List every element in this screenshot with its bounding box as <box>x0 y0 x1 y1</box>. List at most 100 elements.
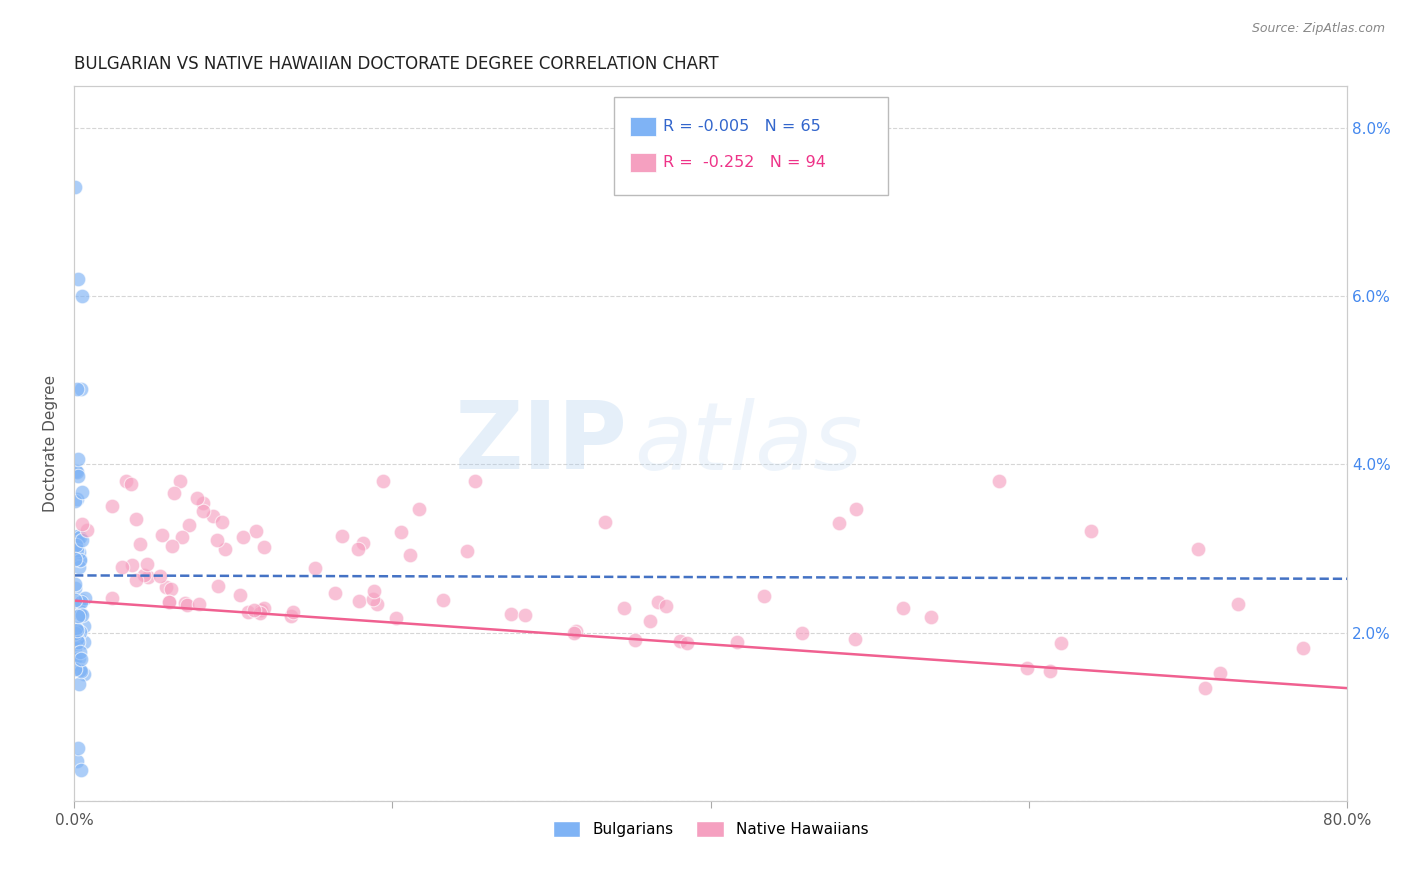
Point <box>65 538 87 552</box>
Point <box>66 632 89 646</box>
Point <box>177 518 200 533</box>
Point <box>920 610 942 624</box>
Point <box>186 491 208 506</box>
Point <box>66 382 89 396</box>
Point <box>347 542 370 557</box>
Point <box>70 594 93 608</box>
Point <box>1080 524 1102 538</box>
Point <box>69 553 91 567</box>
Point <box>827 516 849 531</box>
Point <box>613 601 636 615</box>
Text: R = -0.005   N = 65: R = -0.005 N = 65 <box>662 120 821 134</box>
Point <box>564 624 586 638</box>
Point <box>65 622 87 636</box>
Point <box>323 586 346 600</box>
Point <box>371 474 394 488</box>
Point <box>1194 681 1216 695</box>
Point <box>69 645 91 659</box>
Point <box>65 552 87 566</box>
Point <box>174 596 197 610</box>
Point <box>70 289 93 303</box>
Point <box>73 635 96 649</box>
Point <box>1292 640 1315 655</box>
Point <box>647 595 669 609</box>
Point <box>352 535 374 549</box>
Point <box>155 580 177 594</box>
Point <box>66 465 89 479</box>
Point <box>70 764 93 778</box>
Point <box>66 635 89 649</box>
Point <box>987 474 1010 488</box>
Y-axis label: Doctorate Degree: Doctorate Degree <box>44 375 58 512</box>
Point <box>63 576 86 591</box>
Point <box>111 560 134 574</box>
Point <box>236 605 259 619</box>
Point <box>114 474 136 488</box>
Point <box>1049 636 1071 650</box>
Point <box>69 677 91 691</box>
Point <box>69 607 91 621</box>
Point <box>464 474 486 488</box>
Text: BULGARIAN VS NATIVE HAWAIIAN DOCTORATE DEGREE CORRELATION CHART: BULGARIAN VS NATIVE HAWAIIAN DOCTORATE D… <box>75 55 718 73</box>
Point <box>121 558 143 573</box>
Point <box>1209 666 1232 681</box>
Legend: Bulgarians, Native Hawaiians: Bulgarians, Native Hawaiians <box>547 815 875 843</box>
Point <box>136 569 159 583</box>
Point <box>391 524 413 539</box>
Point <box>193 496 215 510</box>
Point <box>63 581 86 595</box>
Point <box>176 598 198 612</box>
Point <box>232 530 254 544</box>
Point <box>844 632 866 646</box>
Point <box>70 607 93 622</box>
Point <box>202 508 225 523</box>
Point <box>160 539 183 553</box>
Point <box>513 607 536 622</box>
Point <box>67 529 90 543</box>
Point <box>207 533 229 547</box>
Point <box>845 502 868 516</box>
Point <box>245 524 267 539</box>
Point <box>66 636 89 650</box>
Point <box>66 491 89 506</box>
Point <box>67 596 90 610</box>
Point <box>623 632 645 647</box>
Point <box>229 588 252 602</box>
Point <box>63 179 86 194</box>
Point <box>752 589 775 603</box>
Point <box>1226 597 1249 611</box>
Point <box>170 530 193 544</box>
Point <box>361 592 384 607</box>
Point <box>281 605 304 619</box>
Point <box>63 652 86 666</box>
Point <box>891 601 914 615</box>
Point <box>70 593 93 607</box>
Point <box>72 666 94 681</box>
Point <box>363 583 385 598</box>
Point <box>253 600 276 615</box>
Point <box>66 469 89 483</box>
Point <box>249 606 271 620</box>
Point <box>157 595 180 609</box>
Point <box>67 529 90 543</box>
Point <box>655 599 678 613</box>
Point <box>638 614 661 628</box>
Point <box>211 516 233 530</box>
Text: atlas: atlas <box>634 398 862 489</box>
Point <box>70 652 93 666</box>
Point <box>100 591 122 605</box>
Point <box>101 500 124 514</box>
Point <box>150 528 173 542</box>
Point <box>132 568 155 582</box>
Point <box>250 603 273 617</box>
Point <box>63 493 86 508</box>
Point <box>69 624 91 639</box>
Point <box>304 560 326 574</box>
Point <box>66 627 89 641</box>
Point <box>63 540 86 554</box>
Point <box>73 619 96 633</box>
Point <box>67 595 90 609</box>
Point <box>63 640 86 655</box>
Point <box>193 503 215 517</box>
Point <box>69 663 91 677</box>
